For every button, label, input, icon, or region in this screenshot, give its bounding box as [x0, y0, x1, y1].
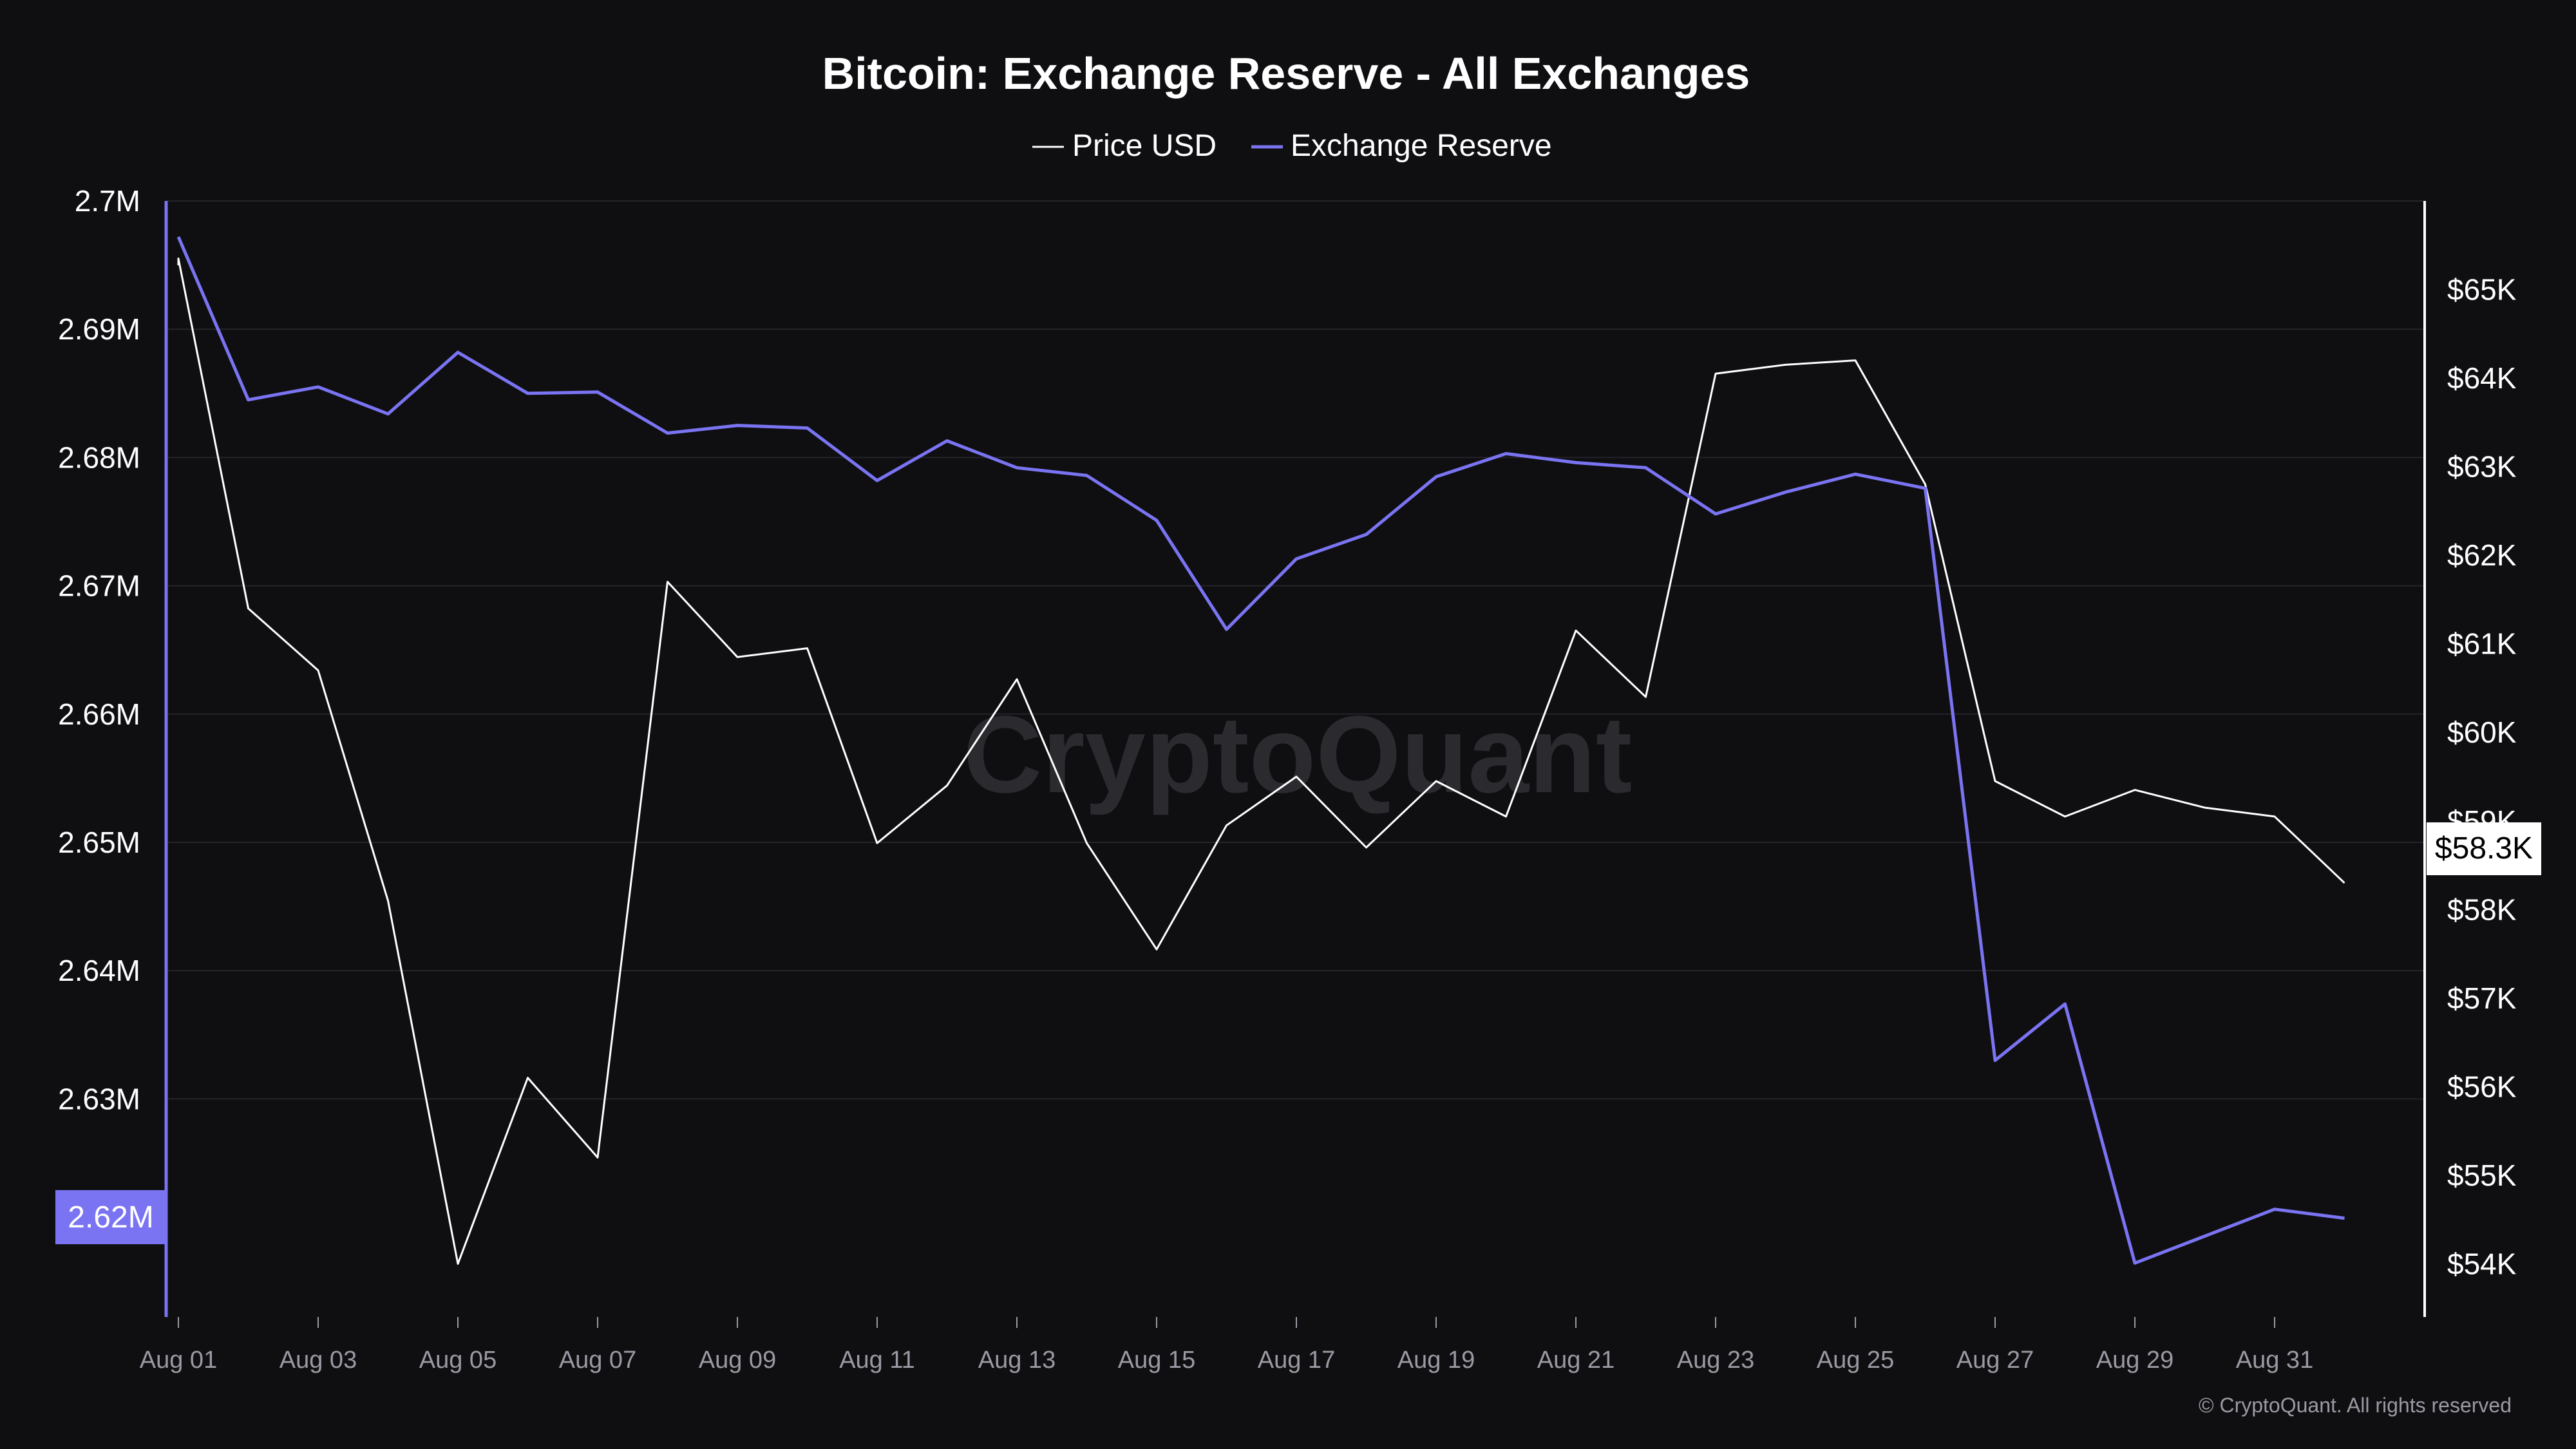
x-tick-label: Aug 21: [1537, 1347, 1615, 1374]
right-tick-label: $57K: [2447, 981, 2517, 1015]
x-tick-label: Aug 23: [1677, 1347, 1754, 1374]
x-tick-label: Aug 13: [978, 1347, 1056, 1374]
right-tick-label: $63K: [2447, 450, 2517, 484]
left-tick-label: 2.66M: [58, 697, 140, 731]
right-tick-label: $54K: [2447, 1247, 2517, 1280]
left-axis-ticks: 2.7M 2.69M 2.68M 2.67M 2.66M 2.65M 2.64M 2.63M: [58, 184, 140, 1115]
legend: Price USD Exchange Reserve: [1032, 129, 1552, 163]
x-tick-label: Aug 15: [1118, 1347, 1195, 1374]
x-tick-label: Aug 19: [1397, 1347, 1475, 1374]
x-tick-label: Aug 27: [1956, 1347, 2034, 1374]
right-tick-label: $58K: [2447, 893, 2517, 926]
x-tick-label: Aug 25: [1817, 1347, 1894, 1374]
current-left-value-badge: 2.62M: [55, 1190, 165, 1244]
x-tick-label: Aug 11: [839, 1347, 915, 1374]
right-tick-label: $56K: [2447, 1070, 2517, 1103]
current-right-value: $58.3K: [2435, 831, 2533, 866]
watermark: CryptoQuant: [963, 694, 1633, 816]
x-tick-label: Aug 07: [559, 1347, 636, 1374]
x-tick-label: Aug 01: [140, 1347, 217, 1374]
left-tick-label: 2.65M: [58, 826, 140, 859]
current-right-value-badge: $58.3K: [2427, 822, 2541, 875]
right-axis-ticks: $65K$64K$63K$62K$61K$60K$59K$58K$57K$56K…: [2447, 273, 2517, 1281]
grid-lines: [167, 200, 2423, 1100]
right-tick-label: $61K: [2447, 627, 2517, 661]
chart-title: Bitcoin: Exchange Reserve - All Exchange…: [822, 48, 1750, 99]
left-tick-label: 2.7M: [75, 184, 140, 218]
current-left-value: 2.62M: [68, 1200, 153, 1235]
right-tick-label: $64K: [2447, 361, 2517, 395]
x-tick-label: Aug 05: [419, 1347, 497, 1374]
left-tick-label: 2.63M: [58, 1082, 140, 1115]
legend-reserve-label[interactable]: Exchange Reserve: [1291, 129, 1552, 163]
x-tick-label: Aug 17: [1258, 1347, 1335, 1374]
right-tick-label: $65K: [2447, 273, 2517, 307]
left-tick-label: 2.68M: [58, 440, 140, 474]
left-tick-label: 2.69M: [58, 312, 140, 346]
right-tick-label: $55K: [2447, 1159, 2517, 1192]
right-tick-label: $62K: [2447, 538, 2517, 572]
exchange-reserve-line[interactable]: [176, 236, 2345, 1265]
x-tick-label: Aug 09: [699, 1347, 776, 1374]
left-tick-label: 2.67M: [58, 569, 140, 603]
x-axis-ticks: Aug 01 Aug 03 Aug 05 Aug 07 Aug 09 Aug 11 Aug …: [140, 1317, 2313, 1374]
right-tick-label: $60K: [2447, 715, 2517, 749]
legend-price-label[interactable]: Price USD: [1072, 129, 1217, 163]
price-usd-line[interactable]: [177, 257, 2345, 1265]
x-tick-label: Aug 03: [279, 1347, 357, 1374]
left-tick-label: 2.64M: [58, 954, 140, 987]
copyright: © CryptoQuant. All rights reserved: [2199, 1394, 2512, 1417]
x-tick-label: Aug 31: [2236, 1347, 2313, 1374]
x-tick-label: Aug 29: [2096, 1347, 2174, 1374]
